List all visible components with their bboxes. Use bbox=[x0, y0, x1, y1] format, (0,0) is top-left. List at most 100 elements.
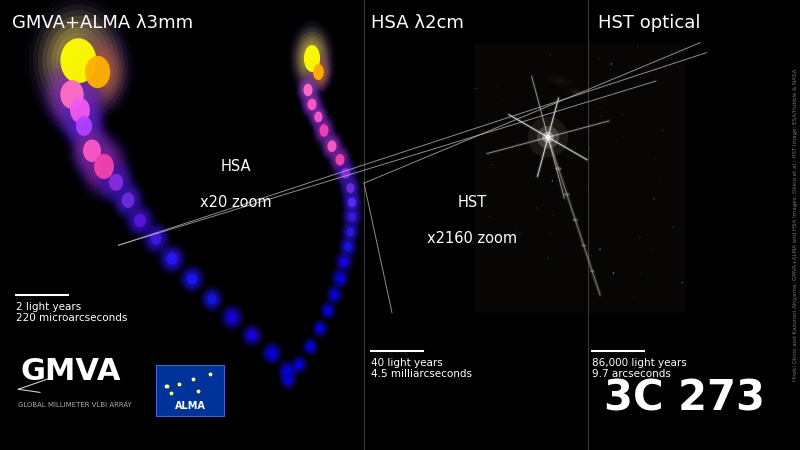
Ellipse shape bbox=[307, 99, 317, 110]
Ellipse shape bbox=[66, 32, 129, 112]
Ellipse shape bbox=[345, 209, 359, 225]
Ellipse shape bbox=[333, 270, 347, 286]
Ellipse shape bbox=[344, 242, 352, 251]
Ellipse shape bbox=[314, 321, 326, 336]
Ellipse shape bbox=[322, 133, 342, 159]
Ellipse shape bbox=[150, 232, 162, 245]
Text: GMVA+ALMA λ3mm: GMVA+ALMA λ3mm bbox=[12, 14, 193, 32]
Ellipse shape bbox=[296, 361, 302, 368]
Ellipse shape bbox=[613, 272, 614, 274]
Ellipse shape bbox=[55, 79, 105, 142]
Ellipse shape bbox=[546, 135, 550, 140]
Ellipse shape bbox=[290, 355, 308, 374]
Ellipse shape bbox=[335, 154, 345, 166]
Ellipse shape bbox=[555, 167, 562, 171]
Ellipse shape bbox=[311, 108, 326, 126]
Ellipse shape bbox=[290, 21, 334, 96]
Ellipse shape bbox=[340, 203, 364, 230]
Ellipse shape bbox=[319, 124, 329, 137]
Ellipse shape bbox=[309, 58, 328, 86]
Ellipse shape bbox=[328, 287, 341, 303]
Ellipse shape bbox=[226, 310, 238, 325]
Ellipse shape bbox=[338, 233, 358, 260]
Ellipse shape bbox=[307, 99, 317, 110]
Ellipse shape bbox=[62, 88, 98, 132]
Ellipse shape bbox=[326, 139, 338, 153]
Ellipse shape bbox=[83, 140, 101, 162]
Ellipse shape bbox=[68, 106, 100, 146]
Ellipse shape bbox=[226, 311, 238, 324]
Ellipse shape bbox=[310, 112, 338, 149]
Ellipse shape bbox=[336, 274, 344, 282]
Ellipse shape bbox=[304, 45, 320, 72]
Ellipse shape bbox=[134, 214, 146, 227]
Ellipse shape bbox=[323, 135, 341, 158]
Ellipse shape bbox=[47, 21, 110, 100]
Ellipse shape bbox=[298, 35, 326, 82]
Ellipse shape bbox=[338, 234, 358, 259]
Ellipse shape bbox=[42, 16, 114, 106]
Text: 86,000 light years
9.7 arcseconds: 86,000 light years 9.7 arcseconds bbox=[592, 358, 686, 379]
Ellipse shape bbox=[115, 185, 141, 216]
Ellipse shape bbox=[306, 342, 314, 351]
Ellipse shape bbox=[198, 284, 226, 314]
Ellipse shape bbox=[306, 341, 315, 352]
Ellipse shape bbox=[86, 144, 122, 189]
Ellipse shape bbox=[335, 161, 356, 185]
Ellipse shape bbox=[207, 294, 217, 304]
Ellipse shape bbox=[313, 320, 327, 337]
Ellipse shape bbox=[112, 181, 144, 219]
Ellipse shape bbox=[279, 370, 297, 390]
Ellipse shape bbox=[313, 64, 324, 80]
Ellipse shape bbox=[133, 212, 147, 229]
Ellipse shape bbox=[338, 164, 354, 183]
Ellipse shape bbox=[346, 226, 355, 238]
Ellipse shape bbox=[303, 93, 321, 116]
Ellipse shape bbox=[564, 193, 570, 196]
Ellipse shape bbox=[83, 140, 101, 162]
Ellipse shape bbox=[166, 253, 178, 265]
Ellipse shape bbox=[282, 373, 294, 387]
Ellipse shape bbox=[334, 272, 346, 284]
Ellipse shape bbox=[60, 80, 84, 109]
Ellipse shape bbox=[310, 60, 326, 84]
Ellipse shape bbox=[85, 56, 110, 88]
Ellipse shape bbox=[484, 207, 485, 208]
Ellipse shape bbox=[70, 98, 90, 123]
Ellipse shape bbox=[605, 241, 606, 242]
Ellipse shape bbox=[331, 291, 338, 299]
Ellipse shape bbox=[160, 246, 184, 272]
Ellipse shape bbox=[82, 52, 114, 92]
Ellipse shape bbox=[66, 104, 102, 148]
Ellipse shape bbox=[227, 312, 237, 322]
Ellipse shape bbox=[187, 274, 197, 284]
Ellipse shape bbox=[107, 171, 125, 193]
Ellipse shape bbox=[34, 4, 123, 117]
Ellipse shape bbox=[46, 62, 98, 127]
Ellipse shape bbox=[300, 79, 316, 101]
Ellipse shape bbox=[306, 96, 318, 113]
Ellipse shape bbox=[322, 304, 334, 317]
Ellipse shape bbox=[310, 105, 327, 129]
Ellipse shape bbox=[305, 52, 332, 92]
Ellipse shape bbox=[331, 268, 349, 288]
Ellipse shape bbox=[327, 286, 342, 304]
Ellipse shape bbox=[340, 237, 356, 256]
Ellipse shape bbox=[277, 359, 299, 383]
Ellipse shape bbox=[345, 225, 356, 238]
Ellipse shape bbox=[182, 268, 202, 290]
Ellipse shape bbox=[676, 181, 677, 182]
Ellipse shape bbox=[345, 194, 359, 211]
Ellipse shape bbox=[72, 40, 123, 104]
Ellipse shape bbox=[264, 344, 280, 362]
Ellipse shape bbox=[51, 69, 93, 120]
Ellipse shape bbox=[318, 122, 330, 139]
Ellipse shape bbox=[325, 283, 344, 307]
Ellipse shape bbox=[85, 56, 110, 88]
Ellipse shape bbox=[150, 230, 162, 247]
Ellipse shape bbox=[348, 198, 356, 207]
Ellipse shape bbox=[315, 118, 333, 143]
Ellipse shape bbox=[223, 307, 241, 327]
Ellipse shape bbox=[293, 357, 306, 372]
Ellipse shape bbox=[246, 328, 258, 342]
